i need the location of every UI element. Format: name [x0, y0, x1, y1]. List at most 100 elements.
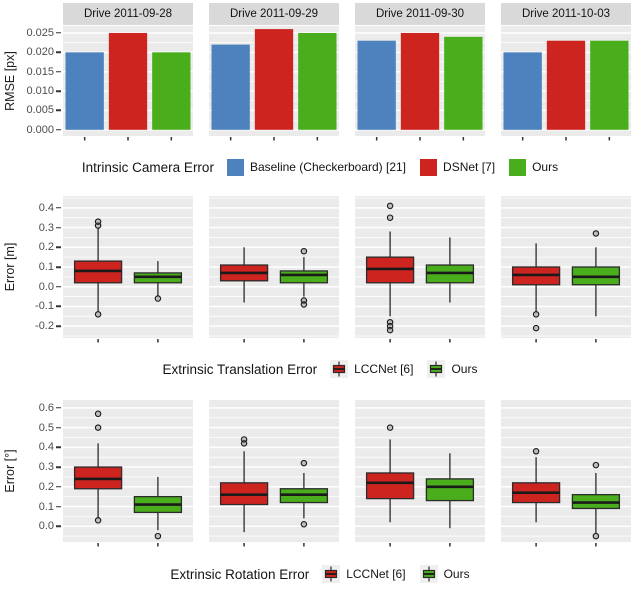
facet-panel	[501, 400, 631, 548]
y-tick-label: 0.4	[38, 201, 54, 214]
y-tick-mark	[56, 266, 61, 268]
outlier-point	[94, 311, 102, 318]
y-tick-label: 0.3	[38, 221, 54, 234]
y-tick-mark	[56, 226, 61, 229]
y-tick-label: -0.1	[35, 300, 54, 313]
y-tick-mark	[56, 90, 61, 92]
legend-title: Extrinsic Rotation Error	[170, 566, 310, 582]
extrinsic-translation-error-chart: Error [m] 0.4 0.3 0.2 0.1 0.0 -0.1 -0.2 Extrin…	[0, 196, 640, 380]
facet-panel	[355, 196, 485, 344]
outlier-point	[300, 459, 308, 467]
legend-entry: Baseline (Checkerboard) [21]	[226, 158, 407, 176]
legend-key-swatch	[509, 158, 527, 176]
y-tick-mark	[56, 446, 61, 449]
facet-panel: Drive 2011-10-03	[501, 3, 631, 142]
bar	[503, 52, 542, 130]
y-tick-label: 0.015	[26, 65, 54, 78]
legend-key-boxplot-icon	[419, 565, 438, 583]
facet-panels: Drive 2011-09-28 Drive 2011-09-29 Drive 20…	[63, 3, 631, 142]
y-axis: Error [°] 0.6 0.5 0.4 0.3 0.2 0.1 0.0	[0, 400, 62, 548]
outlier-point	[592, 461, 600, 469]
intrinsic-camera-error-chart: RMSE [px] 0.025 0.020 0.015 0.010 0.005 0.000…	[0, 3, 640, 178]
bar	[400, 32, 440, 130]
bar	[108, 32, 148, 130]
chart-body: RMSE [px] 0.025 0.020 0.015 0.010 0.005 0.000…	[0, 3, 640, 142]
y-tick-mark	[56, 246, 61, 249]
facet-panel	[355, 400, 485, 548]
outlier-point	[240, 440, 248, 447]
facet-panel: Drive 2011-09-28	[63, 3, 193, 142]
chart-body: Error [°] 0.6 0.5 0.4 0.3 0.2 0.1 0.0	[0, 400, 640, 548]
outlier-point	[94, 517, 102, 524]
plot-area	[501, 26, 631, 141]
y-tick-mark	[56, 505, 61, 508]
bar	[65, 52, 104, 130]
facet-panel	[501, 196, 631, 344]
box	[425, 478, 475, 502]
y-tick-mark	[56, 70, 61, 73]
legend-label: Baseline (Checkerboard) [21]	[249, 160, 407, 174]
legend-label: LCCNet [6]	[346, 567, 406, 581]
legend-extrinsic-translation-error: Extrinsic Translation Error LCCNet [6] Ou…	[0, 358, 640, 380]
outlier-point	[154, 295, 162, 302]
facet-panels	[63, 400, 631, 548]
plot-area	[209, 400, 339, 547]
box	[365, 472, 415, 500]
y-tick-label: 0.0	[38, 520, 54, 533]
facet-panel: Drive 2011-09-29	[209, 3, 339, 142]
bar	[254, 29, 294, 130]
bar	[357, 40, 396, 130]
bar	[444, 36, 483, 130]
y-axis-label: RMSE [px]	[3, 51, 17, 111]
facet-strip-title: Drive 2011-09-30	[355, 3, 485, 25]
legend-title: Extrinsic Translation Error	[162, 361, 318, 377]
plot-area	[209, 196, 339, 343]
panel-background	[501, 400, 631, 542]
bar	[590, 40, 629, 130]
plot-area	[501, 196, 631, 343]
facet-strip-title: Drive 2011-09-28	[63, 3, 193, 25]
legend-entries: LCCNet [6] Ours	[330, 360, 477, 378]
outlier-point	[592, 532, 600, 540]
y-tick-mark	[56, 32, 61, 34]
y-tick-label: 0.4	[38, 441, 54, 454]
plot-area	[501, 400, 631, 547]
legend-label: Ours	[451, 362, 478, 376]
y-tick-mark	[56, 51, 61, 54]
facet-panel: Drive 2011-09-30	[355, 3, 485, 142]
y-tick-mark	[56, 426, 61, 429]
y-tick-mark	[56, 109, 61, 112]
y-tick-label: 0.005	[26, 104, 54, 117]
y-tick-label: 0.000	[26, 123, 54, 136]
legend-intrinsic-camera-error: Intrinsic Camera Error Baseline (Checker…	[0, 156, 640, 178]
plot-area	[355, 26, 485, 141]
outlier-point	[532, 311, 540, 318]
legend-key-boxplot-icon	[322, 565, 341, 583]
y-tick-mark	[56, 407, 61, 409]
y-tick-mark	[56, 285, 61, 288]
panel-background	[355, 400, 485, 542]
outlier-point	[386, 326, 394, 334]
bar	[211, 44, 250, 130]
bar	[298, 32, 337, 130]
plot-area	[63, 196, 193, 343]
legend-entry: LCCNet [6]	[330, 360, 413, 378]
y-tick-label: -0.2	[35, 320, 54, 333]
facet-strip-title: Drive 2011-09-29	[209, 3, 339, 25]
plot-area	[63, 400, 193, 547]
outlier-point	[300, 247, 308, 255]
facet-panel	[209, 400, 339, 548]
y-tick-label: 0.0	[38, 280, 54, 293]
y-tick-mark	[56, 305, 61, 308]
legend-title: Intrinsic Camera Error	[81, 159, 214, 175]
outlier-point	[94, 424, 102, 431]
bar	[152, 52, 191, 130]
y-tick-label: 0.020	[26, 46, 54, 59]
y-tick-label: 0.6	[38, 401, 54, 414]
bar	[546, 40, 586, 130]
legend-entry: Ours	[427, 360, 477, 378]
y-axis-label: Error [m]	[3, 242, 17, 292]
facet-panel	[63, 196, 193, 344]
legend-label: Ours	[532, 160, 559, 174]
panel-background	[209, 400, 339, 542]
